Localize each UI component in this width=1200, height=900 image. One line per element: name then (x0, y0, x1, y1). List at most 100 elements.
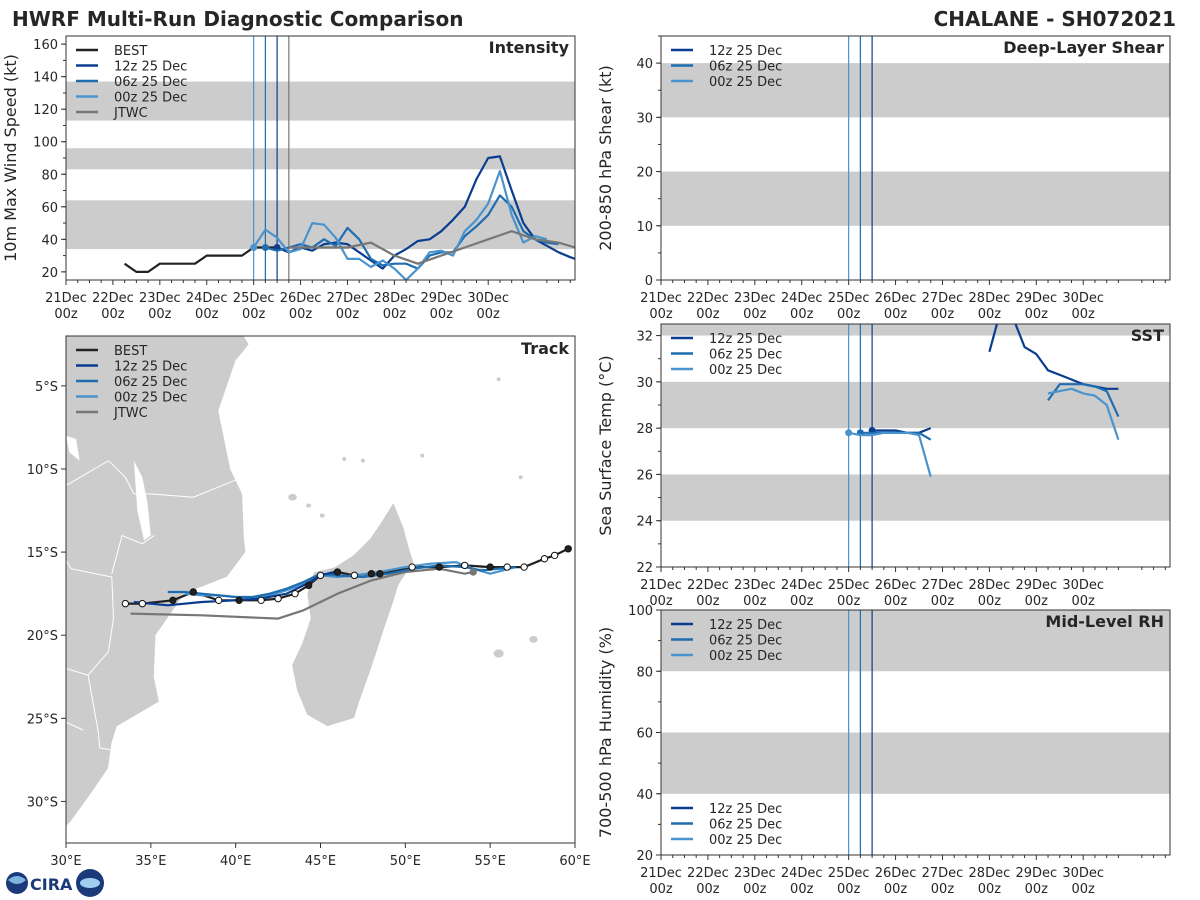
sst-series-group (845, 324, 1120, 477)
rh-ylabel: 700-500 hPa Humidity (%) (596, 627, 615, 838)
shear-xtick-day-label-2: 23Dec (734, 291, 776, 306)
intensity-legend-label-4: JTWC (113, 106, 148, 121)
shear-legend-label-2: 00z 25 Dec (709, 75, 782, 90)
track-point-0-0 (469, 568, 477, 576)
country-border-2 (87, 675, 114, 751)
rh-xtick-hour-label-9: 00z (1072, 882, 1096, 897)
intensity-xtick-hour-label-7: 00z (383, 307, 407, 322)
shear-legend-label-1: 06z 25 Dec (709, 60, 782, 75)
intensity-xtick-day-label-7: 28Dec (374, 291, 416, 306)
shear-band-0 (661, 171, 1170, 226)
island-3 (493, 649, 504, 658)
storm-title: CHALANE - SH072021 (934, 7, 1176, 31)
track-point-1-9 (376, 570, 384, 578)
sst-xtick-hour-label-6: 00z (931, 594, 955, 609)
rh-lower-legend-label-2: 00z 25 Dec (709, 833, 782, 848)
country-border-4 (111, 534, 155, 574)
shear-xtick-day-label-0: 21Dec (640, 291, 682, 306)
intensity-xtick-day-label-4: 25Dec (233, 291, 275, 306)
rh-xtick-hour-label-8: 00z (1025, 882, 1049, 897)
track-point-1-23 (121, 599, 130, 608)
track-point-1-20 (189, 588, 197, 596)
logo-text: CIRA (30, 875, 73, 894)
rh-ytick-label-0: 20 (636, 849, 653, 864)
rh-xtick-day-label-8: 29Dec (1015, 866, 1057, 881)
island-10 (518, 475, 523, 480)
sst-xtick-hour-label-5: 00z (884, 594, 908, 609)
intensity-xtick-hour-label-2: 00z (148, 307, 172, 322)
sst-legend-label-2: 00z 25 Dec (709, 363, 782, 378)
figure-title: HWRF Multi-Run Diagnostic Comparison (12, 7, 463, 31)
shear-xtick-day-label-8: 29Dec (1015, 291, 1057, 306)
track-xtick-label-5: 55°E (475, 854, 506, 869)
rh-panel: 2040608010021Dec00z22Dec00z23Dec00z24Dec… (596, 604, 1171, 897)
intensity-series-line-3 (252, 169, 548, 280)
track-legend-label-1: 12z 25 Dec (114, 360, 187, 375)
track-legend-label-2: 06z 25 Dec (114, 375, 187, 390)
globe-swirl-icon (8, 876, 26, 884)
intensity-xtick-hour-label-3: 00z (195, 307, 219, 322)
intensity-legend-label-0: BEST (114, 44, 147, 59)
track-line-0 (130, 567, 474, 620)
island-9 (496, 377, 501, 382)
sst-ytick-label-2: 26 (636, 468, 653, 483)
sst-xtick-day-label-6: 27Dec (922, 578, 964, 593)
sst-ytick-label-1: 24 (636, 515, 653, 530)
track-legend-label-3: 00z 25 Dec (114, 391, 187, 406)
sst-xtick-hour-label-0: 00z (649, 594, 673, 609)
rh-band-0 (661, 732, 1170, 794)
track-point-1-0 (564, 545, 572, 553)
shear-panel: 01020304021Dec00z22Dec00z23Dec00z24Dec00… (596, 35, 1171, 322)
track-point-1-13 (316, 571, 325, 580)
track-point-1-11 (350, 571, 359, 580)
intensity-legend-label-2: 06z 25 Dec (114, 75, 187, 90)
intensity-xtick-day-label-5: 26Dec (280, 291, 322, 306)
shear-xtick-day-label-7: 28Dec (969, 291, 1011, 306)
intensity-xtick-day-label-9: 30Dec (467, 291, 509, 306)
rh-band-1 (661, 610, 1170, 672)
shear-ylabel: 200-850 hPa Shear (kt) (596, 65, 615, 251)
island-7 (360, 458, 365, 463)
intensity-ylabel: 10m Max Wind Speed (kt) (1, 54, 20, 262)
rh-xtick-day-label-7: 28Dec (969, 866, 1011, 881)
sst-band-1 (661, 381, 1170, 429)
shear-ytick-label-0: 0 (645, 274, 653, 289)
sst-xtick-day-label-2: 23Dec (734, 578, 776, 593)
rh-legend-label-1: 06z 25 Dec (709, 634, 782, 649)
shear-xtick-day-label-4: 25Dec (828, 291, 870, 306)
intensity-xtick-day-label-1: 22Dec (92, 291, 134, 306)
intensity-ytick-label-3: 80 (41, 168, 58, 183)
sst-xtick-day-label-4: 25Dec (828, 578, 870, 593)
lake-tanganyika (66, 435, 80, 461)
intensity-xtick-day-label-0: 21Dec (45, 291, 87, 306)
sst-panel: 22242628303221Dec00z22Dec00z23Dec00z24De… (596, 323, 1171, 609)
sst-xtick-day-label-3: 24Dec (781, 578, 823, 593)
sst-ylabel: Sea Surface Temp (°C) (596, 355, 615, 535)
rh-xtick-hour-label-5: 00z (884, 882, 908, 897)
intensity-xtick-hour-label-8: 00z (430, 307, 454, 322)
track-point-1-17 (257, 596, 265, 605)
shear-xtick-hour-label-9: 00z (1072, 307, 1096, 322)
rh-xtick-hour-label-6: 00z (931, 882, 955, 897)
sst-band-0 (661, 474, 1170, 521)
cira-logo: CIRA (6, 869, 104, 897)
shear-ytick-label-4: 40 (636, 57, 653, 72)
track-point-1-14 (304, 581, 313, 590)
intensity-title: Intensity (489, 38, 570, 57)
sst-legend-label-1: 06z 25 Dec (709, 348, 782, 363)
sst-ytick-label-0: 22 (636, 561, 653, 576)
intensity-xtick-hour-label-1: 00z (101, 307, 125, 322)
sst-legend-label-0: 12z 25 Dec (709, 332, 782, 347)
track-point-1-3 (520, 563, 528, 571)
intensity-ytick-label-1: 40 (41, 233, 58, 248)
rh-lower-legend-label-0: 12z 25 Dec (709, 802, 782, 817)
intensity-xtick-hour-label-6: 00z (336, 307, 360, 322)
intensity-ytick-label-2: 60 (41, 201, 58, 216)
intensity-xtick-day-label-6: 27Dec (327, 291, 369, 306)
shear-ytick-label-2: 20 (636, 166, 653, 181)
track-point-1-10 (367, 570, 376, 578)
rh-legend-label-2: 00z 25 Dec (709, 649, 782, 664)
rh-ytick-label-1: 40 (636, 788, 653, 803)
track-point-1-22 (138, 599, 147, 608)
intensity-series-start-point-2 (261, 243, 269, 251)
